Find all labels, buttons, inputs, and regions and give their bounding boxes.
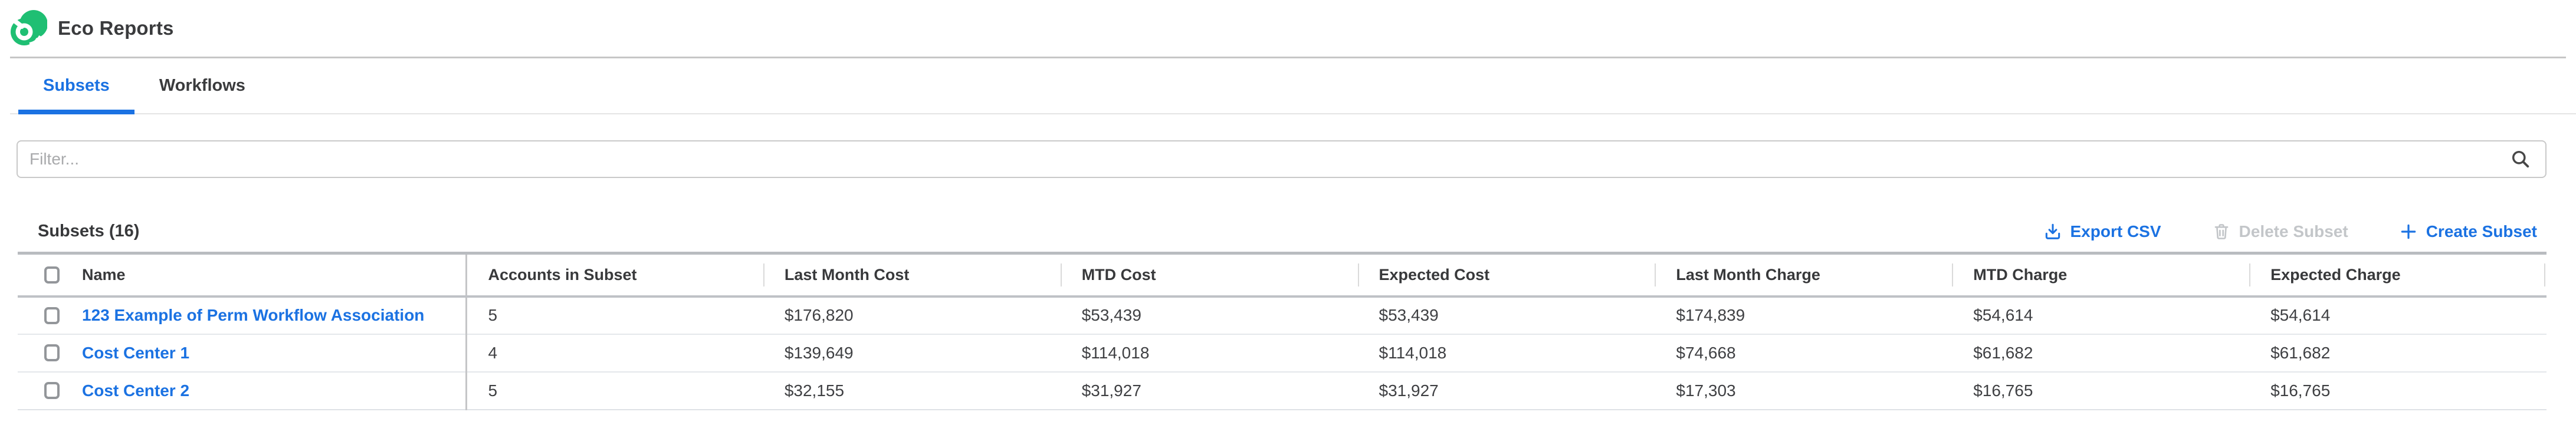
table-row: Cost Center 2 5 $32,155 $31,927 $31,927 … bbox=[18, 371, 2547, 410]
row-checkbox[interactable] bbox=[44, 382, 60, 399]
cell-accounts-in-subset: 5 bbox=[465, 296, 763, 334]
filter-container bbox=[17, 140, 2547, 178]
cell-last-month-cost: $139,649 bbox=[784, 343, 854, 362]
cell-last-month-charge: $17,303 bbox=[1676, 381, 1736, 400]
section-title: Subsets (16) bbox=[38, 222, 140, 240]
cell-mtd-charge: $61,682 bbox=[1973, 343, 2033, 362]
delete-subset-button[interactable]: Delete Subset bbox=[2212, 222, 2348, 241]
create-subset-label: Create Subset bbox=[2426, 222, 2537, 240]
column-header-mtd-cost: MTD Cost bbox=[1060, 253, 1358, 296]
header-divider bbox=[10, 57, 2566, 58]
row-checkbox[interactable] bbox=[44, 344, 60, 361]
column-header-name: Name bbox=[18, 253, 466, 296]
cell-expected-charge: $16,765 bbox=[2270, 381, 2331, 400]
column-header-expected-cost: Expected Cost bbox=[1357, 253, 1655, 296]
cell-name: Cost Center 2 bbox=[18, 372, 466, 410]
cell-name: Cost Center 1 bbox=[18, 334, 466, 372]
table-row: 123 Example of Perm Workflow Association… bbox=[18, 296, 2547, 334]
cell-expected-cost: $53,439 bbox=[1379, 306, 1439, 324]
column-header-accounts-in-subset: Accounts in Subset bbox=[465, 253, 763, 296]
subset-name-link[interactable]: Cost Center 1 bbox=[82, 343, 190, 362]
table-header-row: Name Accounts in Subset Last Month Cost … bbox=[18, 253, 2547, 296]
cell-mtd-cost: $114,018 bbox=[1081, 343, 1150, 362]
select-all-checkbox[interactable] bbox=[44, 266, 60, 284]
download-icon bbox=[2045, 223, 2060, 239]
filter-input[interactable] bbox=[29, 150, 2510, 169]
trash-icon bbox=[2214, 223, 2228, 239]
cell-mtd-charge: $54,614 bbox=[1973, 306, 2033, 324]
cell-last-month-charge: $174,839 bbox=[1676, 306, 1745, 324]
cell-mtd-cost: $53,439 bbox=[1081, 306, 1141, 324]
column-header-last-month-charge: Last Month Charge bbox=[1655, 253, 1952, 296]
cell-last-month-cost: $176,820 bbox=[784, 306, 854, 324]
subset-name-link[interactable]: 123 Example of Perm Workflow Association bbox=[82, 306, 425, 324]
cell-expected-charge: $54,614 bbox=[2270, 306, 2331, 324]
subset-name-link[interactable]: Cost Center 2 bbox=[82, 381, 190, 400]
cell-name: 123 Example of Perm Workflow Association bbox=[18, 296, 466, 334]
column-header-mtd-charge: MTD Charge bbox=[1952, 253, 2249, 296]
export-csv-button[interactable]: Export CSV bbox=[2043, 222, 2161, 241]
cell-last-month-charge: $74,668 bbox=[1676, 343, 1736, 362]
tab-workflows[interactable]: Workflows bbox=[159, 76, 245, 95]
cell-expected-cost: $31,927 bbox=[1379, 381, 1439, 400]
column-header-last-month-cost: Last Month Cost bbox=[763, 253, 1061, 296]
cell-accounts-in-subset: 4 bbox=[465, 334, 763, 372]
subsets-table: Name Accounts in Subset Last Month Cost … bbox=[18, 252, 2547, 410]
tab-bar: Subsets Workflows bbox=[10, 58, 2576, 114]
cell-mtd-cost: $31,927 bbox=[1081, 381, 1141, 400]
search-icon[interactable] bbox=[2510, 149, 2531, 170]
table-row: Cost Center 1 4 $139,649 $114,018 $114,0… bbox=[18, 334, 2547, 372]
cell-last-month-cost: $32,155 bbox=[784, 381, 845, 400]
column-header-expected-charge: Expected Charge bbox=[2249, 253, 2547, 296]
export-csv-label: Export CSV bbox=[2070, 222, 2161, 240]
cell-expected-charge: $61,682 bbox=[2270, 343, 2331, 362]
delete-subset-label: Delete Subset bbox=[2239, 222, 2348, 240]
row-checkbox[interactable] bbox=[44, 307, 60, 324]
table-actions: Export CSV Delete Subset Create Subset bbox=[2043, 222, 2537, 241]
tab-subsets[interactable]: Subsets bbox=[18, 58, 134, 114]
app-header: Eco Reports bbox=[0, 0, 2576, 57]
create-subset-button[interactable]: Create Subset bbox=[2399, 222, 2537, 241]
section-bar: Subsets (16) Export CSV Delete Subset bbox=[38, 222, 2537, 241]
cell-expected-cost: $114,018 bbox=[1379, 343, 1447, 362]
cell-accounts-in-subset: 5 bbox=[465, 371, 763, 410]
plus-icon bbox=[2401, 224, 2416, 239]
cell-mtd-charge: $16,765 bbox=[1973, 381, 2033, 400]
eco-reports-logo-icon bbox=[9, 10, 47, 45]
page-title: Eco Reports bbox=[58, 17, 174, 39]
